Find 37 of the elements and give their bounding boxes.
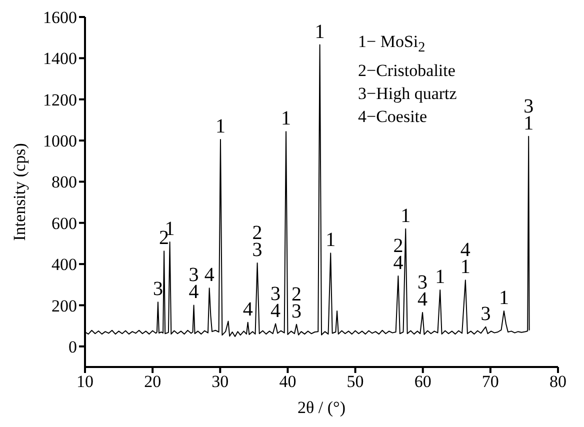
annotation: 1 <box>400 204 411 227</box>
y-tick-label: 0 <box>68 337 77 356</box>
x-tick-label: 70 <box>482 372 499 392</box>
x-tick-label: 40 <box>279 372 296 392</box>
annotation: 3 <box>480 302 491 325</box>
annotation: 2−Cristobalite <box>358 60 456 82</box>
annotation: 1 <box>460 256 470 278</box>
annotation: 4−Coesite <box>358 106 428 128</box>
annotation: 1− MoSi$_{2}$ <box>358 31 426 58</box>
annotation: 4 <box>242 298 253 320</box>
y-tick-label: 800 <box>52 172 77 192</box>
y-tick-label: 1400 <box>43 49 77 68</box>
y-tick-label: 600 <box>52 214 77 233</box>
annotation: 1 <box>435 266 446 288</box>
x-tick-label: 30 <box>212 372 229 392</box>
annotation: 1 <box>498 287 509 309</box>
annotation: 1 <box>326 229 336 252</box>
annotation: 1 <box>215 116 226 138</box>
x-tick-label: 50 <box>346 372 364 392</box>
x-axis-title: 2θ / (°) <box>298 398 346 417</box>
x-tick-label: 10 <box>76 372 94 392</box>
annotation: 3 <box>152 278 163 300</box>
y-tick-label: 1200 <box>43 90 77 110</box>
x-tick-label: 20 <box>144 372 162 392</box>
annotation: 3−High quartz <box>358 83 457 106</box>
y-tick-label: 400 <box>52 255 77 274</box>
y-axis-title: Intensity (cps) <box>10 143 30 241</box>
annotation: 3 <box>252 239 262 262</box>
x-tick-label: 60 <box>414 372 432 392</box>
y-tick-label: 200 <box>52 296 77 316</box>
x-tick-label: 80 <box>550 372 566 392</box>
y-tick-label: 1000 <box>43 132 77 151</box>
annotation: 1 <box>281 108 292 130</box>
annotation: 4 <box>204 264 214 286</box>
y-tick-label: 1600 <box>43 8 77 28</box>
annotation: 1 <box>314 20 325 43</box>
annotation: 4 <box>188 281 199 304</box>
